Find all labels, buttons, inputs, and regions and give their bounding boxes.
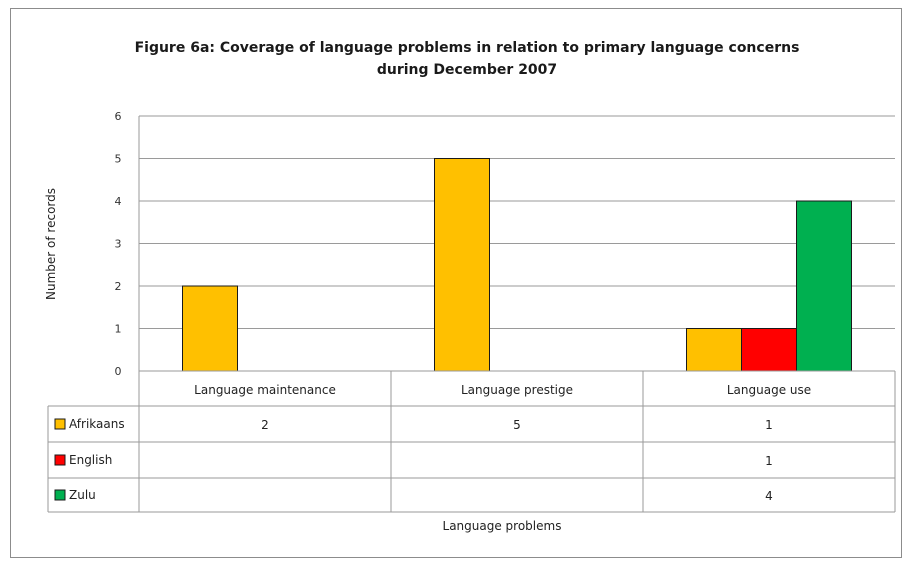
- bar-afrikaans: [434, 158, 490, 372]
- bar-english: [741, 328, 797, 372]
- y-tick-label: 6: [115, 110, 122, 123]
- x-category-label: Language use: [727, 383, 811, 397]
- bars: [182, 158, 852, 372]
- data-table: Language maintenance Language prestige Lan…: [47, 370, 896, 513]
- y-axis-title: Number of records: [44, 188, 58, 300]
- x-category-label: Language prestige: [461, 383, 573, 397]
- legend-label-english: English: [69, 453, 112, 467]
- y-ticks: 0 1 2 3 4 5 6: [115, 110, 122, 378]
- data-label: 5: [513, 418, 521, 432]
- legend-swatch-english: [54, 454, 66, 466]
- legend-swatch-zulu: [54, 489, 66, 501]
- chart-title-line-2: during December 2007: [377, 62, 557, 78]
- data-label: 1: [765, 418, 773, 432]
- data-label: 2: [261, 418, 269, 432]
- legend-label-afrikaans: Afrikaans: [69, 417, 125, 431]
- chart-title-line-1: Figure 6a: Coverage of language problems…: [135, 40, 800, 56]
- y-tick-label: 0: [115, 365, 122, 378]
- x-axis-title: Language problems: [443, 519, 562, 533]
- bar-afrikaans: [686, 328, 742, 372]
- data-label: 1: [765, 454, 773, 468]
- legend-label-zulu: Zulu: [69, 488, 96, 502]
- data-label: 4: [765, 489, 773, 503]
- y-tick-label: 2: [115, 280, 122, 293]
- y-tick-label: 5: [115, 153, 122, 166]
- y-tick-label: 4: [115, 195, 122, 208]
- x-category-label: Language maintenance: [194, 383, 336, 397]
- y-tick-label: 1: [115, 323, 122, 336]
- bar-afrikaans: [182, 285, 238, 372]
- y-tick-label: 3: [115, 238, 122, 251]
- legend-swatch-afrikaans: [54, 418, 66, 430]
- bar-zulu: [796, 200, 852, 372]
